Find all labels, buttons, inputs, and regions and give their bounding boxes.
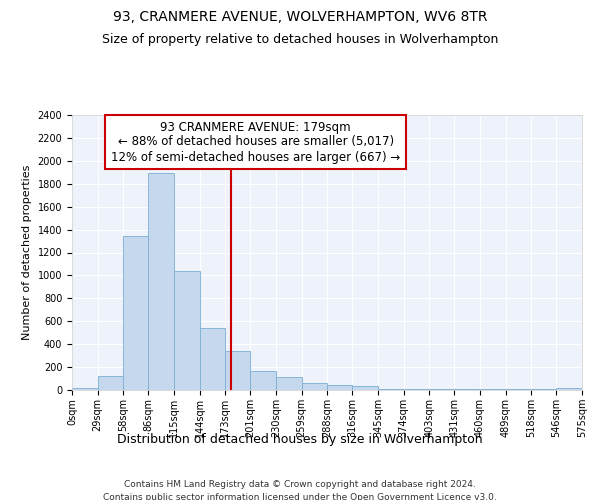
Bar — [226, 351, 250, 390]
Text: Size of property relative to detached houses in Wolverhampton: Size of property relative to detached ho… — [102, 32, 498, 46]
Bar — [250, 370, 276, 390]
Text: Contains HM Land Registry data © Crown copyright and database right 2024.: Contains HM Land Registry data © Crown c… — [124, 480, 476, 489]
Bar — [556, 388, 582, 390]
Y-axis label: Number of detached properties: Number of detached properties — [22, 165, 32, 340]
Bar — [352, 386, 378, 390]
Text: Contains public sector information licensed under the Open Government Licence v3: Contains public sector information licen… — [103, 492, 497, 500]
Bar — [200, 328, 226, 390]
Bar — [276, 378, 302, 390]
Text: 93 CRANMERE AVENUE: 179sqm
← 88% of detached houses are smaller (5,017)
12% of s: 93 CRANMERE AVENUE: 179sqm ← 88% of deta… — [111, 120, 400, 164]
Bar — [328, 385, 352, 390]
Text: 93, CRANMERE AVENUE, WOLVERHAMPTON, WV6 8TR: 93, CRANMERE AVENUE, WOLVERHAMPTON, WV6 … — [113, 10, 487, 24]
Bar — [148, 174, 174, 390]
Bar — [72, 388, 98, 390]
Bar — [302, 382, 328, 390]
Bar — [124, 236, 148, 390]
Bar — [98, 376, 124, 390]
Bar — [174, 271, 200, 390]
Text: Distribution of detached houses by size in Wolverhampton: Distribution of detached houses by size … — [117, 432, 483, 446]
